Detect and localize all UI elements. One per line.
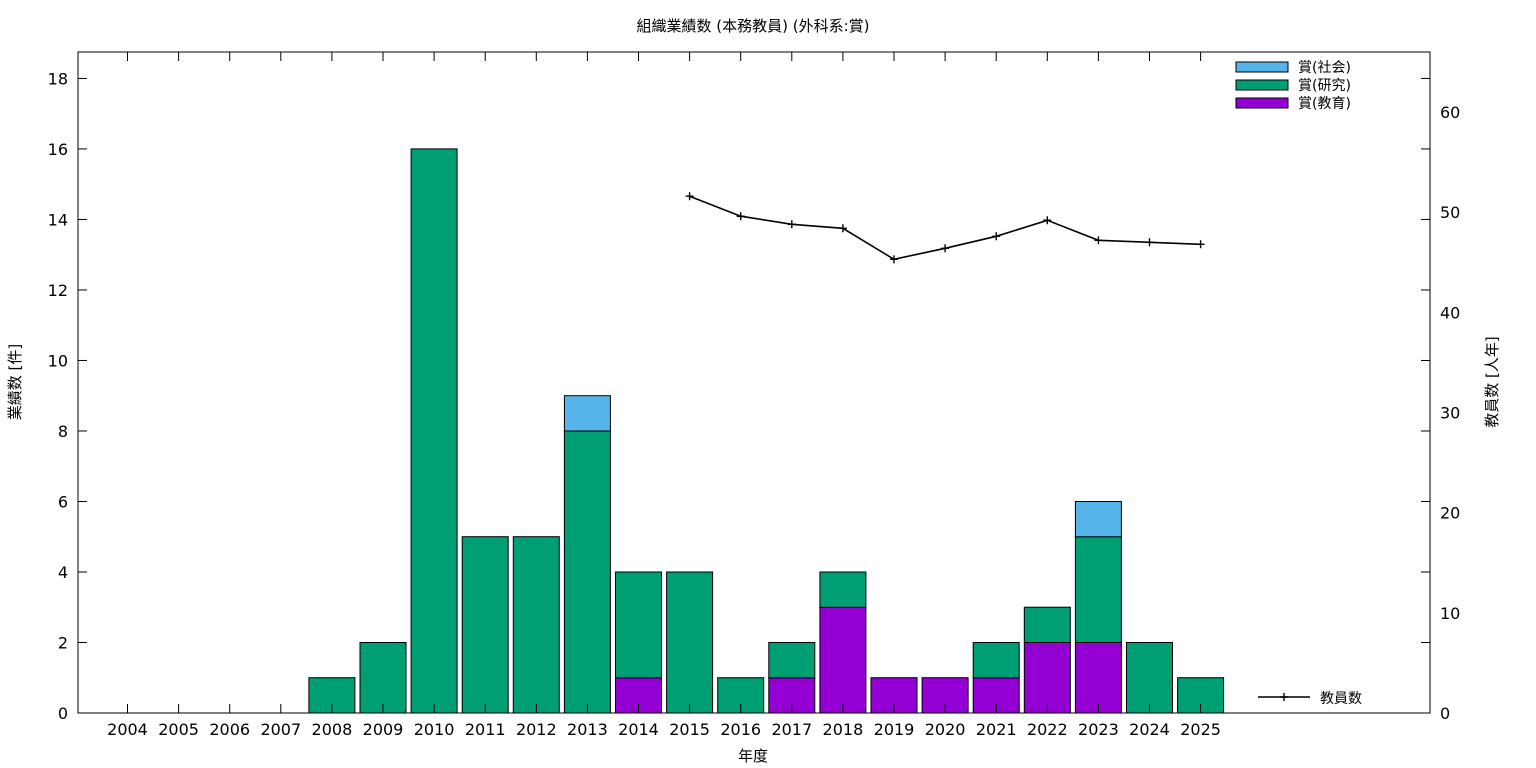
bar-2014-series-1	[615, 571, 662, 679]
x-tick-label-2015: 2015	[669, 720, 710, 739]
bar-2021-series-1	[972, 642, 1020, 679]
x-tick-label-2023: 2023	[1078, 720, 1119, 739]
x-tick-label-2019: 2019	[874, 720, 915, 739]
legend-swatch-0	[1235, 61, 1289, 73]
x-tick-label-2009: 2009	[363, 720, 404, 739]
staff-count-point-2023	[1094, 236, 1103, 245]
bar-2013-series-2	[563, 395, 611, 432]
y-tick-label-0: 0	[58, 704, 68, 723]
legend-swatch-1	[1235, 79, 1289, 91]
bar-2011-series-1	[461, 536, 509, 714]
bar-2023-series-1	[1074, 536, 1122, 644]
x-tick-label-2018: 2018	[823, 720, 864, 739]
legend-swatch-2	[1235, 97, 1289, 109]
y-tick-label-16: 16	[48, 140, 68, 159]
x-axis-label: 年度	[738, 747, 768, 765]
staff-count-point-2016	[736, 212, 745, 221]
x-tick-label-2016: 2016	[720, 720, 761, 739]
bars	[308, 148, 1225, 714]
y-tick-label-6: 6	[58, 492, 68, 511]
staff-count-point-2022	[1043, 216, 1052, 225]
bar-2018-series-1	[819, 571, 867, 608]
y-tick-label-14: 14	[48, 210, 68, 229]
y2-tick-label-50: 50	[1440, 203, 1460, 222]
bar-2024-series-1	[1126, 642, 1173, 714]
x-tick-label-2004: 2004	[107, 720, 148, 739]
y2-tick-label-30: 30	[1440, 404, 1460, 423]
y-tick-label-12: 12	[48, 281, 68, 300]
x-tick-label-2022: 2022	[1027, 720, 1068, 739]
staff-count-point-2019	[890, 255, 898, 264]
x-tick-label-2008: 2008	[312, 720, 353, 739]
x-tick-label-2024: 2024	[1129, 720, 1170, 739]
x-tick-label-2005: 2005	[158, 720, 199, 739]
staff-count-point-2017	[787, 220, 796, 229]
legend: 賞(社会) 賞(研究) 賞(教育) 教員数	[1235, 60, 1362, 707]
bar-2017-series-1	[768, 642, 816, 679]
y2-tick-label-20: 20	[1440, 504, 1460, 523]
x-tick-label-2014: 2014	[618, 720, 659, 739]
y2-tick-label-0: 0	[1440, 704, 1450, 723]
staff-count-point-2020	[941, 244, 950, 253]
y2-axis-label: 教員数 [人年]	[1483, 336, 1501, 427]
legend-line-marker	[1280, 693, 1288, 701]
bar-2012-series-1	[512, 536, 560, 714]
x-tick-label-2017: 2017	[771, 720, 812, 739]
legend-label-line: 教員数	[1320, 691, 1362, 707]
staff-line-layer	[685, 192, 1205, 264]
y-tick-label-8: 8	[58, 422, 68, 441]
axes: 0 2 4 6 8 10 12 14 16 18 0 10 20 30 40 50 60 2004 2005 2006…	[48, 51, 1460, 739]
chart-title: 組織業績数 (本務教員) (外科系:賞)	[637, 17, 870, 35]
bar-2009-series-1	[359, 642, 407, 714]
x-tick-label-2013: 2013	[567, 720, 608, 739]
bar-2022-series-0	[1023, 642, 1071, 714]
y-axis-label: 業績数 [件]	[6, 344, 24, 420]
x-tick-label-2010: 2010	[414, 720, 455, 739]
bar-2018-series-0	[819, 606, 867, 714]
x-tick-label-2006: 2006	[209, 720, 250, 739]
x-tick-label-2025: 2025	[1180, 720, 1221, 739]
y-tick-label-4: 4	[58, 563, 68, 582]
x-tick-label-2021: 2021	[976, 720, 1017, 739]
staff-count-point-2018	[838, 224, 847, 233]
staff-count-point-2021	[992, 232, 1001, 241]
y-tick-label-2: 2	[58, 633, 68, 652]
x-tick-label-2007: 2007	[260, 720, 301, 739]
bar-2010-series-1	[410, 148, 458, 714]
y-tick-label-18: 18	[48, 69, 68, 88]
bar-2023-series-2	[1074, 501, 1122, 538]
bar-2023-series-0	[1074, 642, 1122, 714]
x-tick-label-2011: 2011	[465, 720, 506, 739]
plot-frame	[77, 51, 1431, 714]
x-tick-label-2020: 2020	[925, 720, 966, 739]
y2-tick-label-10: 10	[1440, 604, 1460, 623]
bar-2022-series-1	[1023, 606, 1071, 644]
y2-tick-label-40: 40	[1440, 303, 1460, 322]
bar-2013-series-1	[563, 430, 611, 714]
bar-2015-series-1	[666, 571, 714, 714]
legend-label-1: 賞(研究)	[1298, 78, 1351, 94]
staff-count-point-2025	[1196, 240, 1205, 249]
legend-label-0: 賞(社会)	[1298, 60, 1351, 76]
x-tick-label-2012: 2012	[516, 720, 557, 739]
y-tick-label-10: 10	[48, 351, 68, 370]
legend-label-2: 賞(教育)	[1298, 96, 1351, 112]
y2-tick-label-60: 60	[1440, 103, 1460, 122]
staff-count-point-2015	[685, 192, 694, 201]
staff-count-point-2024	[1145, 238, 1154, 247]
